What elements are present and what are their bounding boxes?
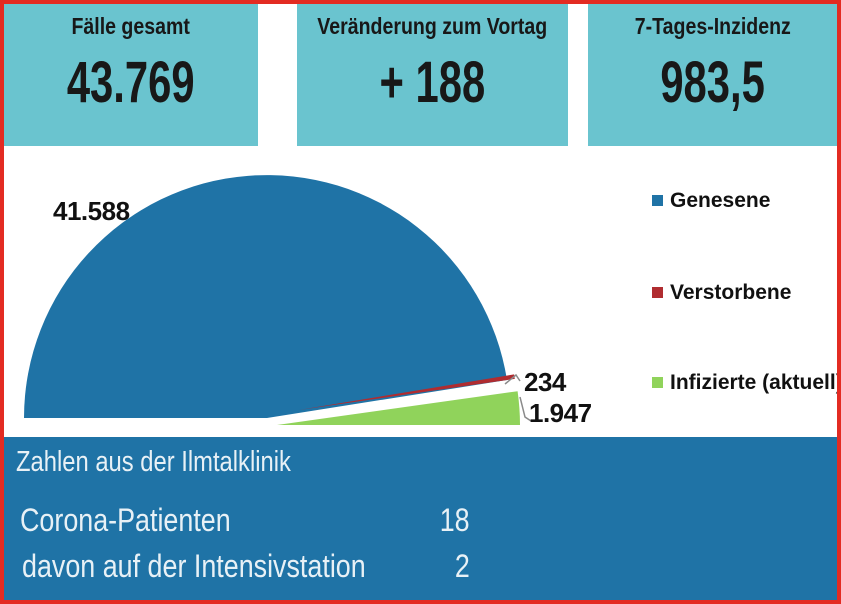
legend-label: Genesene <box>670 189 771 212</box>
clinic-banner: Zahlen aus der Ilmtalklinik Corona-Patie… <box>4 437 837 600</box>
data-label-infizierte: 1.947 <box>529 398 592 428</box>
legend-label: Infizierte (aktuell) <box>670 371 841 394</box>
legend-label: Verstorbene <box>670 281 792 304</box>
stat-card-label: Veränderung zum Vortag <box>317 13 548 39</box>
pie-slice-genesene <box>24 175 507 418</box>
leader-line-verstorbene <box>504 373 521 385</box>
legend-swatch-genesene <box>652 195 663 206</box>
stat-card-total-cases: Fälle gesamt 43.769 <box>4 4 258 146</box>
clinic-row-label-intensivstation: davon auf der Intensivstation <box>22 548 366 584</box>
clinic-row-value-intensivstation: 2 <box>455 548 470 584</box>
stat-card-value: + 188 <box>379 50 486 115</box>
stat-card-daily-change: Veränderung zum Vortag + 188 <box>297 4 568 146</box>
data-label-genesene: 41.588 <box>53 196 130 226</box>
legend-item-verstorbene: Verstorbene <box>652 282 791 304</box>
leader-line-infizierte <box>519 396 532 422</box>
stat-card-label: Fälle gesamt <box>71 13 191 39</box>
clinic-row-value-corona-patienten: 18 <box>440 502 470 538</box>
data-label-verstorbene: 234 <box>524 367 567 397</box>
clinic-banner-title: Zahlen aus der Ilmtalklinik <box>16 446 291 478</box>
stat-card-value: 43.769 <box>67 50 195 115</box>
stat-card-label: 7-Tages-Inzidenz <box>634 13 791 39</box>
stat-card-incidence: 7-Tages-Inzidenz 983,5 <box>588 4 837 146</box>
half-pie-chart: 41.588 234 1.947 <box>24 175 592 428</box>
legend-item-infizierte: Infizierte (aktuell) <box>652 371 841 394</box>
legend-swatch-infizierte <box>652 377 663 388</box>
stat-card-value: 983,5 <box>660 50 765 115</box>
legend-item-genesene: Genesene <box>652 190 770 212</box>
pie-slice-verstorbene <box>299 374 515 410</box>
clinic-row-label-corona-patienten: Corona-Patienten <box>20 502 231 538</box>
pie-slice-infizierte <box>277 391 520 425</box>
legend-swatch-verstorbene <box>652 287 663 298</box>
